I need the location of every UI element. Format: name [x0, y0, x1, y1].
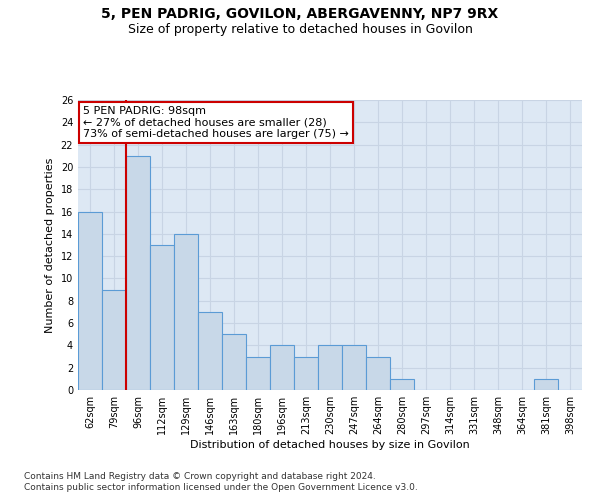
Text: 5 PEN PADRIG: 98sqm
← 27% of detached houses are smaller (28)
73% of semi-detach: 5 PEN PADRIG: 98sqm ← 27% of detached ho…	[83, 106, 349, 139]
Text: Contains public sector information licensed under the Open Government Licence v3: Contains public sector information licen…	[24, 484, 418, 492]
Bar	[366, 356, 390, 390]
Bar	[342, 346, 366, 390]
Text: Contains HM Land Registry data © Crown copyright and database right 2024.: Contains HM Land Registry data © Crown c…	[24, 472, 376, 481]
Bar	[534, 379, 558, 390]
Bar	[126, 156, 150, 390]
X-axis label: Distribution of detached houses by size in Govilon: Distribution of detached houses by size …	[190, 440, 470, 450]
Bar	[318, 346, 342, 390]
Bar	[150, 245, 174, 390]
Y-axis label: Number of detached properties: Number of detached properties	[45, 158, 55, 332]
Bar	[174, 234, 198, 390]
Text: Size of property relative to detached houses in Govilon: Size of property relative to detached ho…	[128, 22, 472, 36]
Bar	[78, 212, 102, 390]
Bar	[198, 312, 222, 390]
Bar	[294, 356, 318, 390]
Bar	[390, 379, 414, 390]
Bar	[102, 290, 126, 390]
Bar	[222, 334, 246, 390]
Bar	[270, 346, 294, 390]
Text: 5, PEN PADRIG, GOVILON, ABERGAVENNY, NP7 9RX: 5, PEN PADRIG, GOVILON, ABERGAVENNY, NP7…	[101, 8, 499, 22]
Bar	[246, 356, 270, 390]
